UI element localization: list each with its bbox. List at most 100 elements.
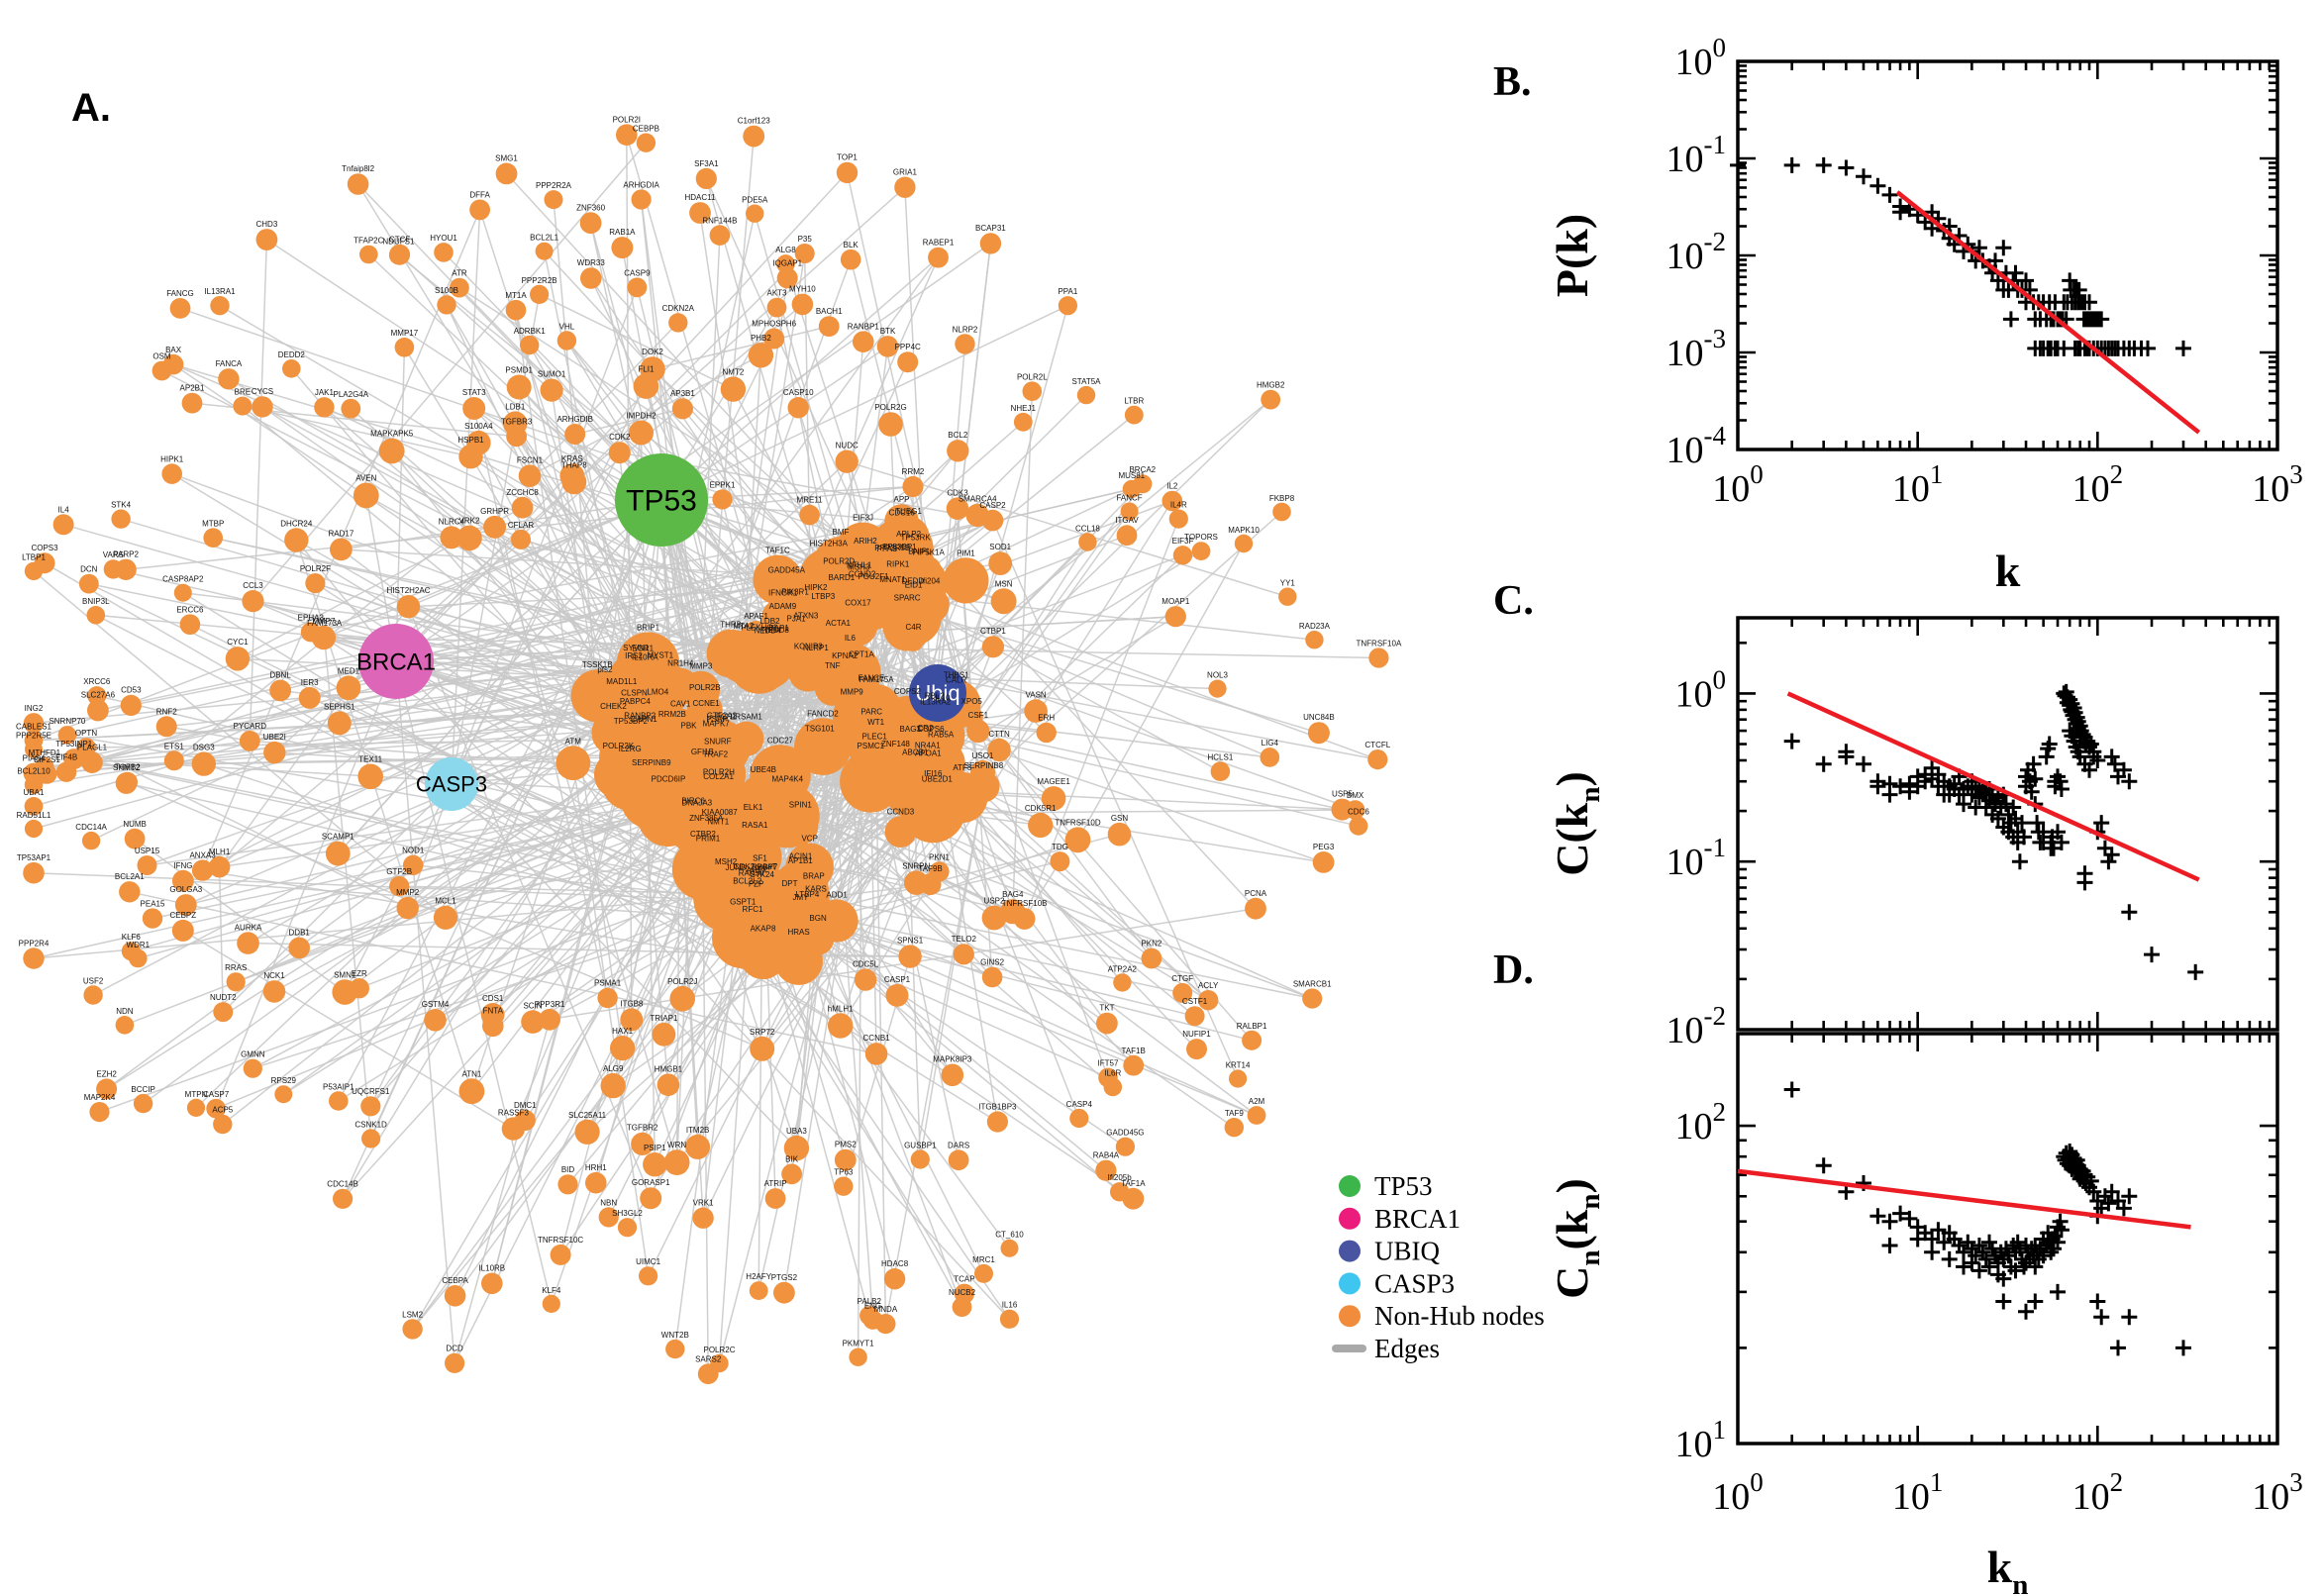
network-node-label: WT1 bbox=[867, 718, 884, 727]
network-node bbox=[738, 773, 789, 825]
network-node-label: IFT57 bbox=[1098, 1059, 1119, 1068]
network-node bbox=[1224, 1118, 1245, 1138]
network-node bbox=[1050, 851, 1070, 872]
network-node-label: PLEKHO1 bbox=[741, 624, 777, 633]
network-node bbox=[636, 133, 656, 152]
network-node-label: KPNA2 bbox=[832, 651, 858, 660]
network-edge bbox=[726, 737, 1313, 1000]
network-node-label: BNIP3L bbox=[82, 597, 110, 606]
network-node-label: MTA2 bbox=[734, 622, 755, 631]
network-node bbox=[943, 557, 989, 604]
network-node bbox=[919, 873, 942, 896]
network-node-label: NMT1 bbox=[707, 818, 729, 827]
network-node bbox=[1186, 1039, 1207, 1060]
network-node-label: CCL18 bbox=[1075, 524, 1100, 533]
network-edge bbox=[182, 879, 801, 924]
network-node-label: RANBP1 bbox=[848, 322, 880, 331]
network-node bbox=[1058, 296, 1077, 316]
network-node-label: PKMYT1 bbox=[843, 1340, 875, 1348]
network-node bbox=[953, 944, 974, 965]
legend-item-label: TP53 bbox=[1374, 1171, 1433, 1201]
network-node-label: FANCE bbox=[858, 674, 885, 683]
network-node-label: FCN1 bbox=[716, 712, 737, 721]
network-node bbox=[884, 816, 917, 848]
network-node-label: USP2 bbox=[984, 897, 1005, 906]
network-node-label: STAT5A bbox=[1071, 377, 1101, 386]
network-edge bbox=[395, 660, 614, 735]
hub-node-ubiq bbox=[909, 664, 966, 722]
network-node-label: STAT3 bbox=[462, 388, 486, 397]
network-node-label: POU2F1 bbox=[858, 572, 889, 581]
network-node-label: CHEK2 bbox=[600, 702, 627, 711]
network-node-label: UBE2I bbox=[263, 733, 286, 742]
network-node-label: LRSAM1 bbox=[731, 713, 763, 722]
network-node-label: EIF4B bbox=[55, 753, 77, 762]
network-node-label: RAD51L1 bbox=[17, 811, 51, 820]
legend-item: Non-Hub nodes bbox=[1339, 1301, 1545, 1331]
network-node-label: PEG3 bbox=[1313, 843, 1335, 851]
network-node-label: IQGAP1 bbox=[772, 258, 802, 267]
network-node-label: TOPORS bbox=[1184, 533, 1218, 542]
network-node-label: PPP2R2A bbox=[536, 181, 572, 190]
network-node-label: hMLH1 bbox=[828, 1004, 854, 1013]
network-node-label: ITM2B bbox=[686, 1126, 710, 1135]
network-node-label: CDK2 bbox=[609, 433, 631, 442]
network-node-label: POLR2L bbox=[1017, 372, 1048, 381]
network-node bbox=[396, 896, 419, 920]
network-node-label: JUNB bbox=[725, 863, 746, 872]
network-node-label: BCAP31 bbox=[975, 224, 1006, 233]
network-node-label: DBNL bbox=[269, 671, 291, 680]
network-node-label: GSPT1 bbox=[730, 898, 757, 907]
network-node bbox=[172, 869, 194, 892]
network-node-label: SNRPN bbox=[902, 861, 930, 870]
network-node-label: POLR2H bbox=[703, 767, 735, 776]
network-node-label: NLRC4 bbox=[439, 517, 465, 526]
network-node bbox=[1024, 699, 1048, 723]
network-node-label: S100B bbox=[435, 286, 458, 295]
network-node-label: CASP9 bbox=[624, 268, 651, 277]
network-node-label: TNFRSF10D bbox=[1055, 818, 1100, 827]
network-node-label: CR2 bbox=[917, 724, 934, 733]
network-node-label: NDUFS1 bbox=[382, 237, 415, 246]
network-node bbox=[269, 679, 291, 702]
network-edge bbox=[451, 287, 639, 785]
network-node bbox=[970, 759, 995, 785]
network-node-label: MMP7 bbox=[312, 617, 336, 626]
network-node bbox=[966, 720, 990, 744]
network-node bbox=[1013, 908, 1036, 930]
network-node-label: IL13RA2 bbox=[920, 697, 952, 706]
network-node-label: ITGB1BP3 bbox=[978, 1102, 1017, 1111]
network-node bbox=[262, 980, 286, 1003]
network-node-label: MMP9 bbox=[841, 687, 864, 696]
network-edge bbox=[458, 287, 621, 453]
network-node-label: P53AIP1 bbox=[323, 1082, 354, 1091]
network-node bbox=[849, 1347, 867, 1367]
network-node-label: EIF3J bbox=[853, 514, 873, 523]
network-node-label: RNF2 bbox=[156, 707, 177, 716]
network-node-label: LTBP1 bbox=[22, 553, 46, 562]
network-node-label: POLR2C bbox=[703, 1346, 735, 1354]
x-tick-label: 103 bbox=[2252, 1467, 2303, 1518]
network-node-label: TAF1B bbox=[1122, 1047, 1146, 1055]
network-node-label: SF1 bbox=[753, 854, 767, 863]
network-node-label: AURKA bbox=[235, 923, 262, 932]
network-node-label: ZCCHC8 bbox=[506, 488, 539, 497]
network-node bbox=[883, 1268, 906, 1290]
network-node-label: BGN bbox=[809, 914, 827, 923]
network-node-label: CASP7 bbox=[203, 1090, 230, 1099]
network-edge bbox=[265, 239, 662, 501]
y-tick-label: 10-2 bbox=[1666, 1001, 1727, 1051]
network-node-label: SEPHS1 bbox=[324, 703, 355, 712]
x-tick-label: 100 bbox=[1712, 1467, 1764, 1518]
network-node-label: BCL2 bbox=[948, 431, 968, 440]
network-node bbox=[360, 1096, 381, 1117]
x-tick-label: 102 bbox=[2072, 1467, 2124, 1518]
network-node bbox=[288, 937, 311, 959]
panel-c-label: C. bbox=[1493, 578, 1534, 624]
network-node-label: PIP5K1A bbox=[912, 548, 945, 556]
network-node bbox=[83, 985, 103, 1005]
network-node-label: HDAC11 bbox=[685, 193, 717, 202]
network-edge bbox=[91, 692, 939, 763]
network-node-label: CT_610 bbox=[995, 1231, 1024, 1240]
network-node-label: AP2B1 bbox=[180, 384, 205, 393]
